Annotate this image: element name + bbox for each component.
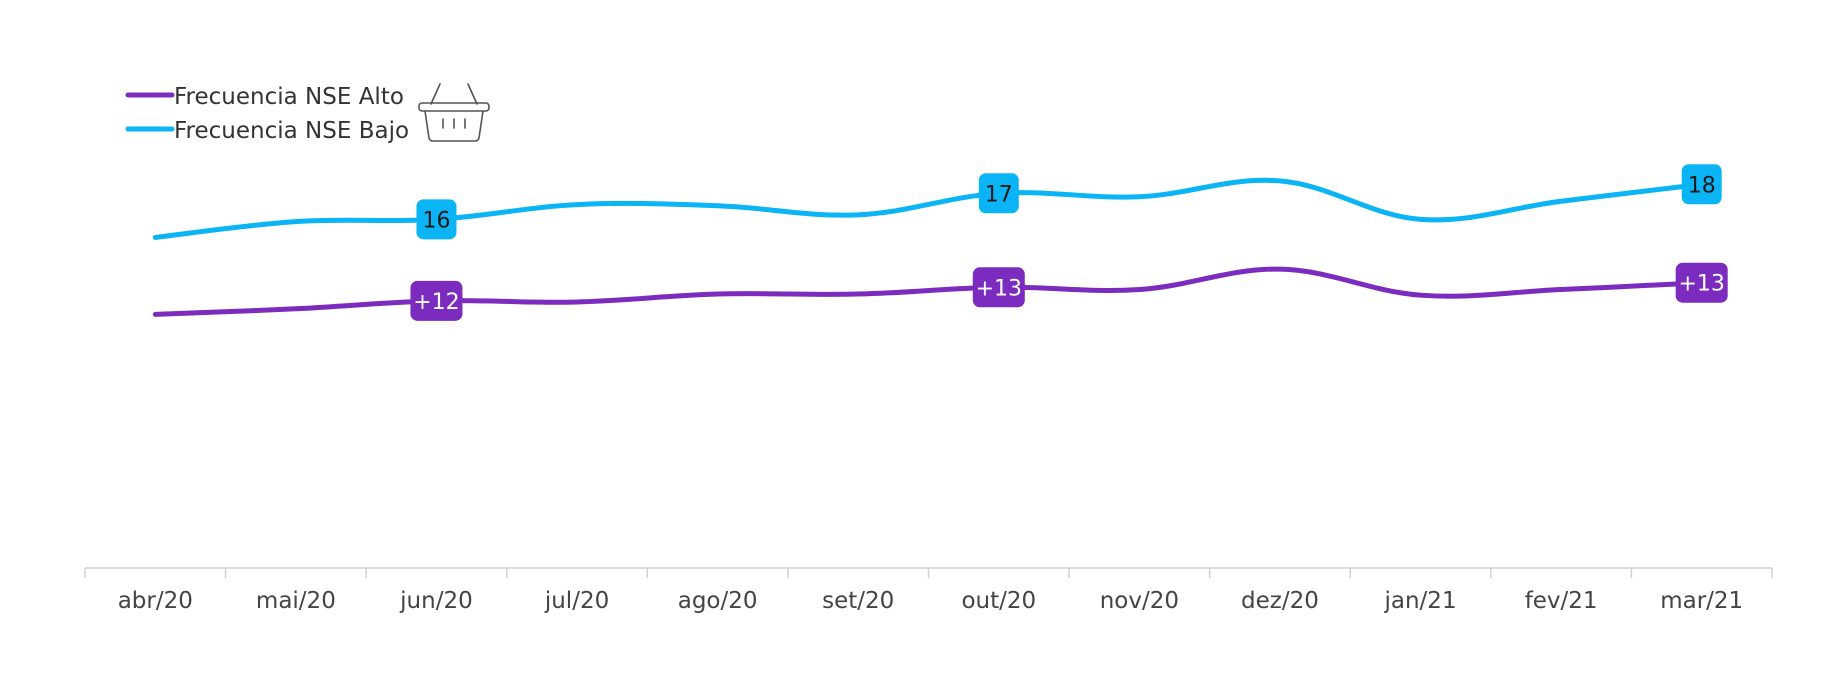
data-label: +13: [1675, 262, 1728, 303]
basket-icon: [418, 83, 490, 142]
series-lines: [152, 177, 1705, 317]
data-label-box: [1681, 164, 1722, 205]
x-tick-label: mai/20: [256, 588, 336, 614]
data-label: 17: [978, 173, 1019, 214]
data-label-box: [1675, 262, 1728, 303]
x-tick-label: nov/20: [1100, 588, 1179, 614]
x-tick-label: mar/21: [1660, 588, 1743, 614]
data-label-text: 17: [985, 182, 1013, 207]
x-tick-label: ago/20: [678, 588, 758, 614]
data-label: 16: [416, 199, 457, 240]
data-label: +12: [410, 280, 463, 321]
x-tick-label: set/20: [822, 588, 894, 614]
data-label-box: [972, 267, 1025, 308]
data-label-text: +13: [1678, 272, 1724, 297]
data-label-box: [416, 199, 457, 240]
x-tick-label: out/20: [961, 588, 1036, 614]
legend: Frecuencia NSE Alto Frecuencia NSE Bajo: [125, 83, 490, 144]
data-label: +13: [972, 267, 1025, 308]
data-label-text: +13: [976, 276, 1022, 301]
x-tick-label: abr/20: [118, 588, 193, 614]
series-line-0: [152, 266, 1705, 317]
x-tick-label: jun/20: [399, 588, 473, 614]
x-axis: abr/20 mai/20 jun/20 jul/20 ago/20 set/20 out/…: [84, 567, 1773, 614]
data-label-text: 16: [422, 208, 450, 233]
data-label: 18: [1681, 164, 1722, 205]
x-tick-label: jan/21: [1384, 588, 1457, 614]
data-labels: +12 +13 +13 16 17 18: [410, 164, 1728, 321]
x-tick-label: fev/21: [1525, 588, 1598, 614]
data-label-box: [410, 280, 463, 321]
legend-label-bajo: Frecuencia NSE Bajo: [174, 118, 409, 144]
x-tick-label: dez/20: [1241, 588, 1319, 614]
x-tick-label: jul/20: [544, 588, 609, 614]
data-label-text: 18: [1688, 173, 1716, 198]
series-line-1: [152, 177, 1705, 240]
legend-label-alto: Frecuencia NSE Alto: [174, 84, 404, 110]
data-label-text: +12: [413, 290, 459, 315]
data-label-box: [978, 173, 1019, 214]
